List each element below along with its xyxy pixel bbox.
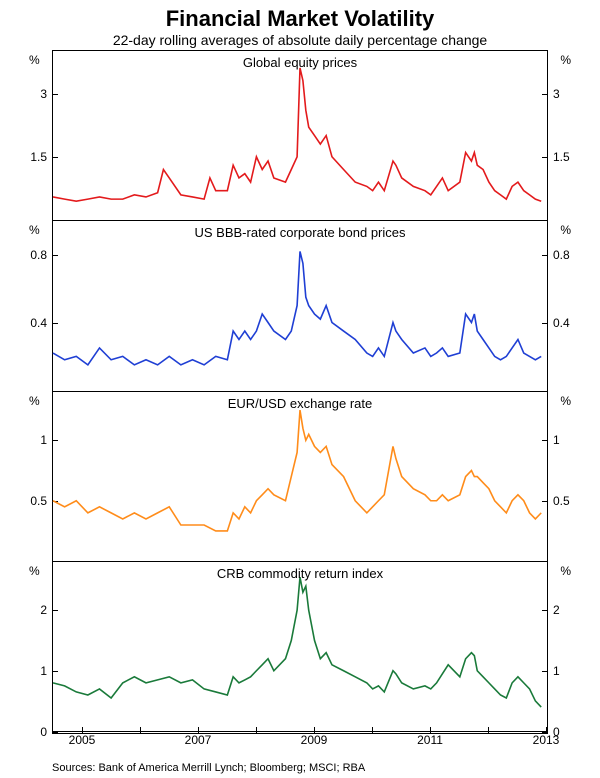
x-tick: 2009 (301, 733, 328, 747)
y-tick-left: 1.5 (17, 150, 47, 164)
y-tick-left: 0.8 (17, 248, 47, 262)
y-tick-left: 0 (17, 725, 47, 739)
y-tick-right: 1.5 (553, 150, 583, 164)
x-tick: 2011 (417, 733, 443, 747)
x-tick-mark (488, 727, 489, 733)
x-tick-mark (140, 727, 141, 733)
x-axis: 20052007200920112013 (53, 733, 547, 751)
panel-2: EUR/USD exchange rate%%0.50.511 (53, 392, 547, 562)
panel-3: CRB commodity return index%%001122 (53, 562, 547, 732)
panel-title: Global equity prices (53, 55, 547, 70)
y-tick-right: 1 (553, 433, 583, 447)
x-tick-mark (82, 727, 83, 733)
x-tick: 2013 (533, 733, 560, 747)
panel-title: US BBB-rated corporate bond prices (53, 225, 547, 240)
x-tick-mark (314, 727, 315, 733)
x-tick-mark (198, 727, 199, 733)
y-tick-right: 1 (553, 664, 583, 678)
panels-area: Global equity prices%%1.51.533US BBB-rat… (52, 50, 548, 734)
panel-0: Global equity prices%%1.51.533 (53, 51, 547, 221)
x-tick: 2007 (185, 733, 212, 747)
y-tick-left: 0.5 (17, 494, 47, 508)
x-tick-mark (430, 727, 431, 733)
series-line (53, 562, 547, 731)
chart-container: Financial Market Volatility 22-day rolli… (0, 0, 600, 778)
y-tick-left: 3 (17, 87, 47, 101)
x-tick: 2005 (69, 733, 96, 747)
series-line (53, 392, 547, 561)
x-tick-mark (256, 727, 257, 733)
x-tick-mark (546, 727, 547, 733)
y-tick-right: 0.5 (553, 494, 583, 508)
y-tick-right: 0.4 (553, 316, 583, 330)
y-tick-right: 3 (553, 87, 583, 101)
x-tick-mark (372, 727, 373, 733)
y-tick-right: 0.8 (553, 248, 583, 262)
y-tick-right: 2 (553, 603, 583, 617)
y-unit-left: % (29, 394, 40, 408)
y-tick-left: 2 (17, 603, 47, 617)
y-unit-right: % (560, 53, 571, 67)
panel-1: US BBB-rated corporate bond prices%%0.40… (53, 221, 547, 391)
y-unit-left: % (29, 53, 40, 67)
series-line (53, 51, 547, 220)
y-unit-right: % (560, 564, 571, 578)
y-tick-left: 0.4 (17, 316, 47, 330)
panel-title: CRB commodity return index (53, 566, 547, 581)
series-line (53, 221, 547, 390)
y-unit-left: % (29, 564, 40, 578)
y-unit-right: % (560, 223, 571, 237)
chart-subtitle: 22-day rolling averages of absolute dail… (0, 32, 600, 50)
y-unit-right: % (560, 394, 571, 408)
y-unit-left: % (29, 223, 40, 237)
panel-title: EUR/USD exchange rate (53, 396, 547, 411)
sources-text: Sources: Bank of America Merrill Lynch; … (52, 762, 365, 774)
y-tick-left: 1 (17, 664, 47, 678)
y-tick-left: 1 (17, 433, 47, 447)
chart-title: Financial Market Volatility (0, 0, 600, 32)
